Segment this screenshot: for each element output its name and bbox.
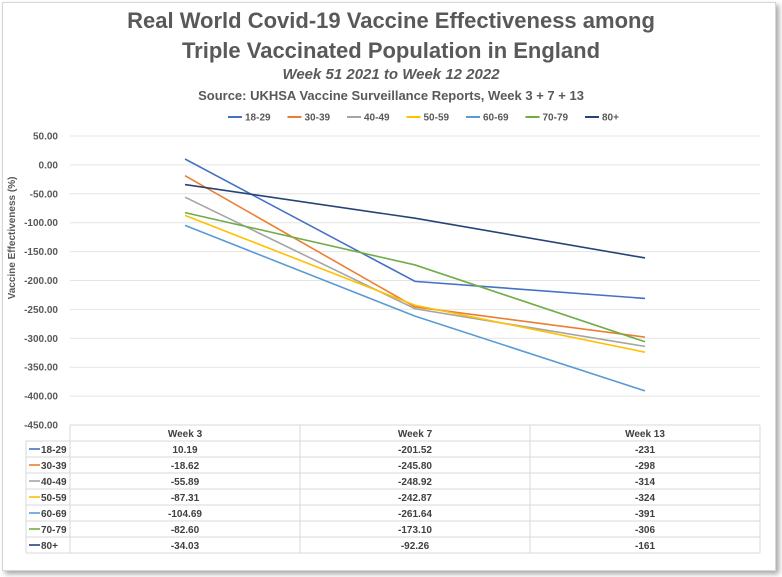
y-tick-label: -300.00 bbox=[24, 334, 58, 345]
table-cell-value: -261.64 bbox=[398, 509, 432, 520]
table-cell-value: -92.26 bbox=[401, 541, 430, 552]
table-series-name: 18-29 bbox=[41, 445, 67, 456]
legend-label-30-39: 30-39 bbox=[305, 113, 331, 124]
table-cell-value: -245.80 bbox=[398, 461, 432, 472]
y-tick-label: 0.00 bbox=[39, 160, 59, 171]
y-tick-label: -150.00 bbox=[24, 247, 58, 258]
series-line-80+ bbox=[184, 183, 646, 259]
legend-label-70-79: 70-79 bbox=[543, 113, 569, 124]
legend-label-80+: 80+ bbox=[602, 113, 619, 124]
chart-source-note: Source: UKHSA Vaccine Surveillance Repor… bbox=[198, 88, 584, 103]
table-cell-value: -34.03 bbox=[171, 541, 200, 552]
table-cell-value: -104.69 bbox=[168, 509, 202, 520]
legend-label-40-49: 40-49 bbox=[364, 113, 390, 124]
chart-subtitle: Week 51 2021 to Week 12 2022 bbox=[282, 66, 500, 83]
table-series-name: 60-69 bbox=[41, 509, 67, 520]
table-cell-value: -248.92 bbox=[398, 477, 432, 488]
table-cell-value: -324 bbox=[635, 493, 655, 504]
y-tick-label: -350.00 bbox=[24, 363, 58, 374]
series-line-18-29 bbox=[184, 158, 646, 300]
legend-label-60-69: 60-69 bbox=[483, 113, 509, 124]
legend-label-18-29: 18-29 bbox=[245, 113, 271, 124]
table-cell-value: -298 bbox=[635, 461, 655, 472]
table-cell-value: -391 bbox=[635, 509, 655, 520]
table-cell-value: -82.60 bbox=[171, 525, 200, 536]
x-category-label: Week 7 bbox=[398, 429, 433, 440]
y-tick-label: -450.00 bbox=[24, 421, 58, 432]
y-axis-label: Vaccine Effectiveness (%) bbox=[7, 177, 18, 300]
table-cell-value: -173.10 bbox=[398, 525, 432, 536]
y-tick-label: 50.00 bbox=[33, 132, 58, 143]
table-cell-value: -55.89 bbox=[171, 477, 200, 488]
table-cell-value: -306 bbox=[635, 525, 655, 536]
table-series-name: 80+ bbox=[41, 541, 58, 552]
table-cell-value: -242.87 bbox=[398, 493, 432, 504]
table-cell-value: -87.31 bbox=[171, 493, 200, 504]
table-cell-value: -201.52 bbox=[398, 445, 432, 456]
table-cell-value: -231 bbox=[635, 445, 655, 456]
series-line-50-59 bbox=[184, 214, 646, 353]
chart-title-line-2: Triple Vaccinated Population in England bbox=[181, 38, 601, 63]
table-cell-value: -314 bbox=[635, 477, 655, 488]
series-line-60-69 bbox=[184, 224, 646, 392]
table-cell-value: -18.62 bbox=[171, 461, 200, 472]
y-tick-label: -250.00 bbox=[24, 305, 58, 316]
table-cell-value: 10.19 bbox=[172, 445, 197, 456]
y-tick-label: -100.00 bbox=[24, 218, 58, 229]
series-line-30-39 bbox=[184, 174, 646, 338]
table-series-name: 70-79 bbox=[41, 525, 67, 536]
table-series-name: 40-49 bbox=[41, 477, 67, 488]
table-cell-value: -161 bbox=[635, 541, 655, 552]
table-series-name: 50-59 bbox=[41, 493, 67, 504]
y-tick-label: -200.00 bbox=[24, 276, 58, 287]
legend-label-50-59: 50-59 bbox=[424, 113, 450, 124]
y-tick-label: -50.00 bbox=[30, 189, 59, 200]
y-tick-label: -400.00 bbox=[24, 392, 58, 403]
x-category-label: Week 13 bbox=[625, 429, 665, 440]
x-category-label: Week 3 bbox=[168, 429, 203, 440]
series-line-70-79 bbox=[184, 211, 646, 343]
chart-title-line-1: Real World Covid-19 Vaccine Effectivenes… bbox=[127, 8, 655, 33]
chart-frame bbox=[2, 2, 776, 571]
series-line-40-49 bbox=[184, 196, 646, 348]
table-series-name: 30-39 bbox=[41, 461, 67, 472]
